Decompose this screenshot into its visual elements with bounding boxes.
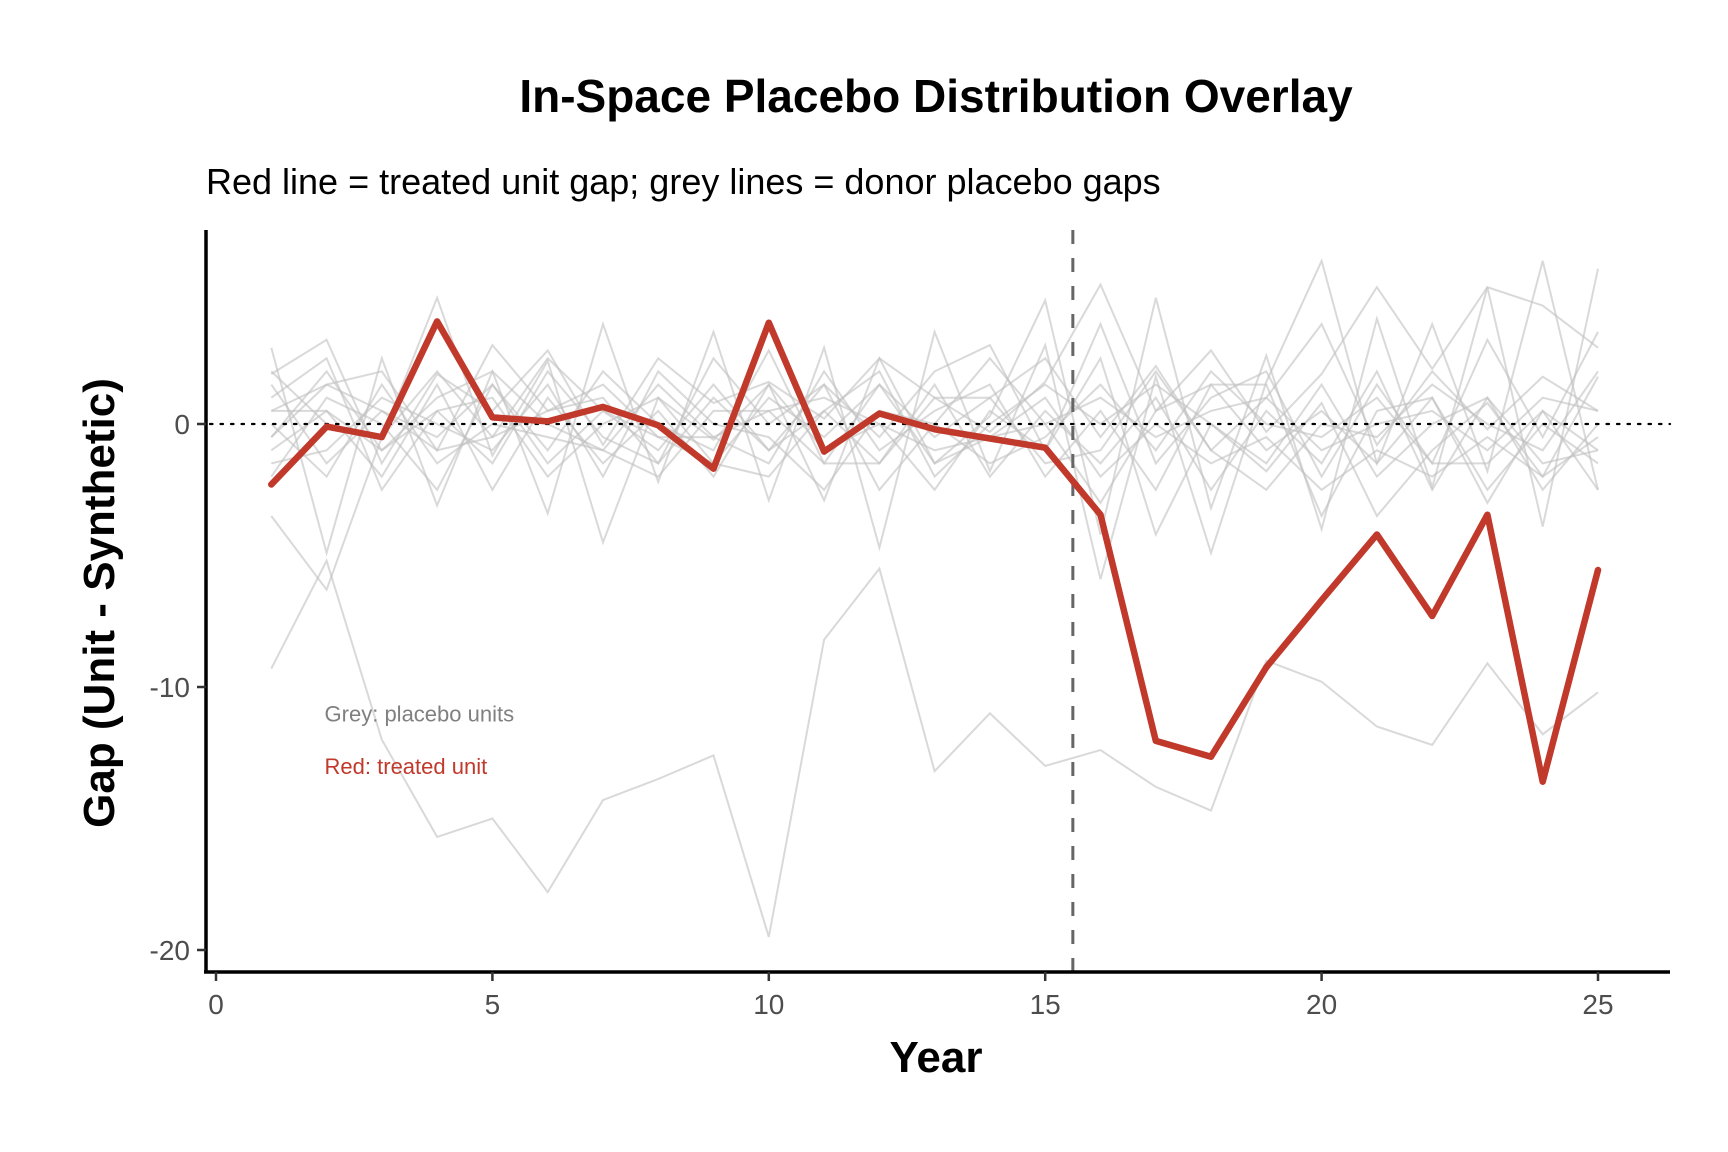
x-axis-title: Year — [890, 1033, 983, 1082]
x-tick-label: 15 — [1030, 989, 1061, 1020]
plot-area: Grey: placebo units Red: treated unit — [208, 230, 1672, 972]
chart-subtitle: Red line = treated unit gap; grey lines … — [206, 161, 1161, 202]
placebo-line-6 — [270, 355, 1599, 538]
x-tick-label: 0 — [208, 989, 224, 1020]
annotation-red-treated: Red: treated unit — [325, 754, 488, 779]
x-tick-label: 10 — [753, 989, 784, 1020]
placebo-line-12 — [270, 356, 1599, 492]
treated-line-group — [268, 318, 1602, 785]
y-tick-label: -10 — [150, 672, 190, 703]
y-axis-title: Gap (Unit - Synthetic) — [75, 378, 124, 828]
y-ticks: 0 -10 -20 — [150, 409, 206, 966]
placebo-line-14 — [271, 369, 1599, 492]
placebo-line-5 — [270, 321, 1599, 479]
x-tick-label: 25 — [1582, 989, 1613, 1020]
x-tick-label: 20 — [1306, 989, 1337, 1020]
placebo-line-11 — [270, 382, 1599, 492]
annotation-grey-placebo: Grey: placebo units — [325, 701, 515, 726]
y-tick-label: -20 — [150, 935, 190, 966]
chart-title: In-Space Placebo Distribution Overlay — [519, 70, 1353, 122]
placebo-line-8 — [270, 369, 1599, 492]
placebo-line-1 — [270, 558, 1599, 938]
axes: 0 5 10 15 20 25 0 -10 -20 — [150, 230, 1670, 1020]
y-tick-label: 0 — [174, 409, 190, 440]
treated-line — [268, 318, 1602, 785]
x-tick-label: 5 — [485, 989, 501, 1020]
placebo-lines — [270, 257, 1599, 938]
x-ticks: 0 5 10 15 20 25 — [208, 972, 1614, 1020]
